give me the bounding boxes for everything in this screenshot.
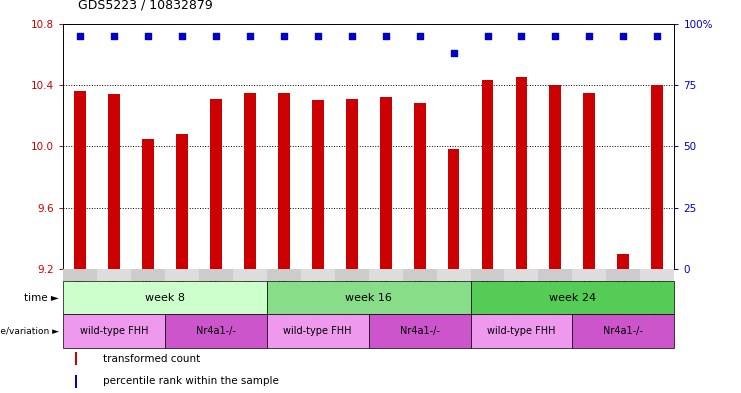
Text: wild-type FHH: wild-type FHH	[488, 326, 556, 336]
Bar	[165, 314, 267, 348]
Bar	[312, 100, 324, 269]
Bar	[244, 93, 256, 269]
Point	[583, 33, 595, 39]
Text: transformed count: transformed count	[103, 354, 200, 364]
Text: week 16: week 16	[345, 293, 392, 303]
Bar	[413, 103, 425, 269]
Point	[210, 33, 222, 39]
Bar	[233, 269, 267, 281]
Bar	[108, 94, 120, 269]
Bar	[516, 77, 528, 269]
Point	[142, 33, 154, 39]
Text: GDS5223 / 10832879: GDS5223 / 10832879	[78, 0, 213, 12]
Point	[516, 33, 528, 39]
Point	[379, 33, 391, 39]
Bar	[63, 281, 267, 314]
Bar	[76, 352, 77, 365]
Point	[278, 33, 290, 39]
Point	[312, 33, 324, 39]
Point	[108, 33, 120, 39]
Point	[74, 33, 86, 39]
Text: percentile rank within the sample: percentile rank within the sample	[103, 376, 279, 386]
Bar	[131, 269, 165, 281]
Bar	[651, 85, 663, 269]
Bar	[142, 139, 154, 269]
Bar	[63, 314, 165, 348]
Bar	[471, 314, 572, 348]
Bar	[267, 314, 368, 348]
Bar	[583, 93, 595, 269]
Bar	[346, 99, 358, 269]
Bar	[278, 93, 290, 269]
Bar	[539, 269, 572, 281]
Bar	[482, 81, 494, 269]
Point	[550, 33, 562, 39]
Bar	[606, 269, 640, 281]
Bar	[572, 269, 606, 281]
Point	[244, 33, 256, 39]
Bar	[267, 281, 471, 314]
Bar	[76, 375, 77, 387]
Bar	[97, 269, 131, 281]
Bar	[572, 314, 674, 348]
Point	[346, 33, 358, 39]
Text: genotype/variation ►: genotype/variation ►	[0, 327, 59, 336]
Bar	[436, 269, 471, 281]
Text: week 8: week 8	[145, 293, 185, 303]
Point	[617, 33, 629, 39]
Point	[176, 33, 187, 39]
Bar	[301, 269, 335, 281]
Bar	[368, 269, 402, 281]
Bar	[165, 269, 199, 281]
Text: Nr4a1-/-: Nr4a1-/-	[603, 326, 643, 336]
Bar	[368, 314, 471, 348]
Bar	[63, 269, 97, 281]
Text: wild-type FHH: wild-type FHH	[284, 326, 352, 336]
Point	[482, 33, 494, 39]
Bar	[176, 134, 187, 269]
Bar	[471, 269, 505, 281]
Bar	[471, 281, 674, 314]
Text: Nr4a1-/-: Nr4a1-/-	[399, 326, 439, 336]
Bar	[640, 269, 674, 281]
Bar	[379, 97, 391, 269]
Text: week 24: week 24	[549, 293, 596, 303]
Bar	[74, 91, 86, 269]
Bar	[448, 149, 459, 269]
Bar	[210, 99, 222, 269]
Text: wild-type FHH: wild-type FHH	[80, 326, 148, 336]
Point	[448, 50, 459, 56]
Bar	[617, 254, 629, 269]
Bar	[267, 269, 301, 281]
Bar	[199, 269, 233, 281]
Text: time ►: time ►	[24, 293, 59, 303]
Text: Nr4a1-/-: Nr4a1-/-	[196, 326, 236, 336]
Bar	[505, 269, 539, 281]
Point	[651, 33, 663, 39]
Point	[413, 33, 425, 39]
Bar	[335, 269, 368, 281]
Bar	[402, 269, 436, 281]
Bar	[550, 85, 562, 269]
